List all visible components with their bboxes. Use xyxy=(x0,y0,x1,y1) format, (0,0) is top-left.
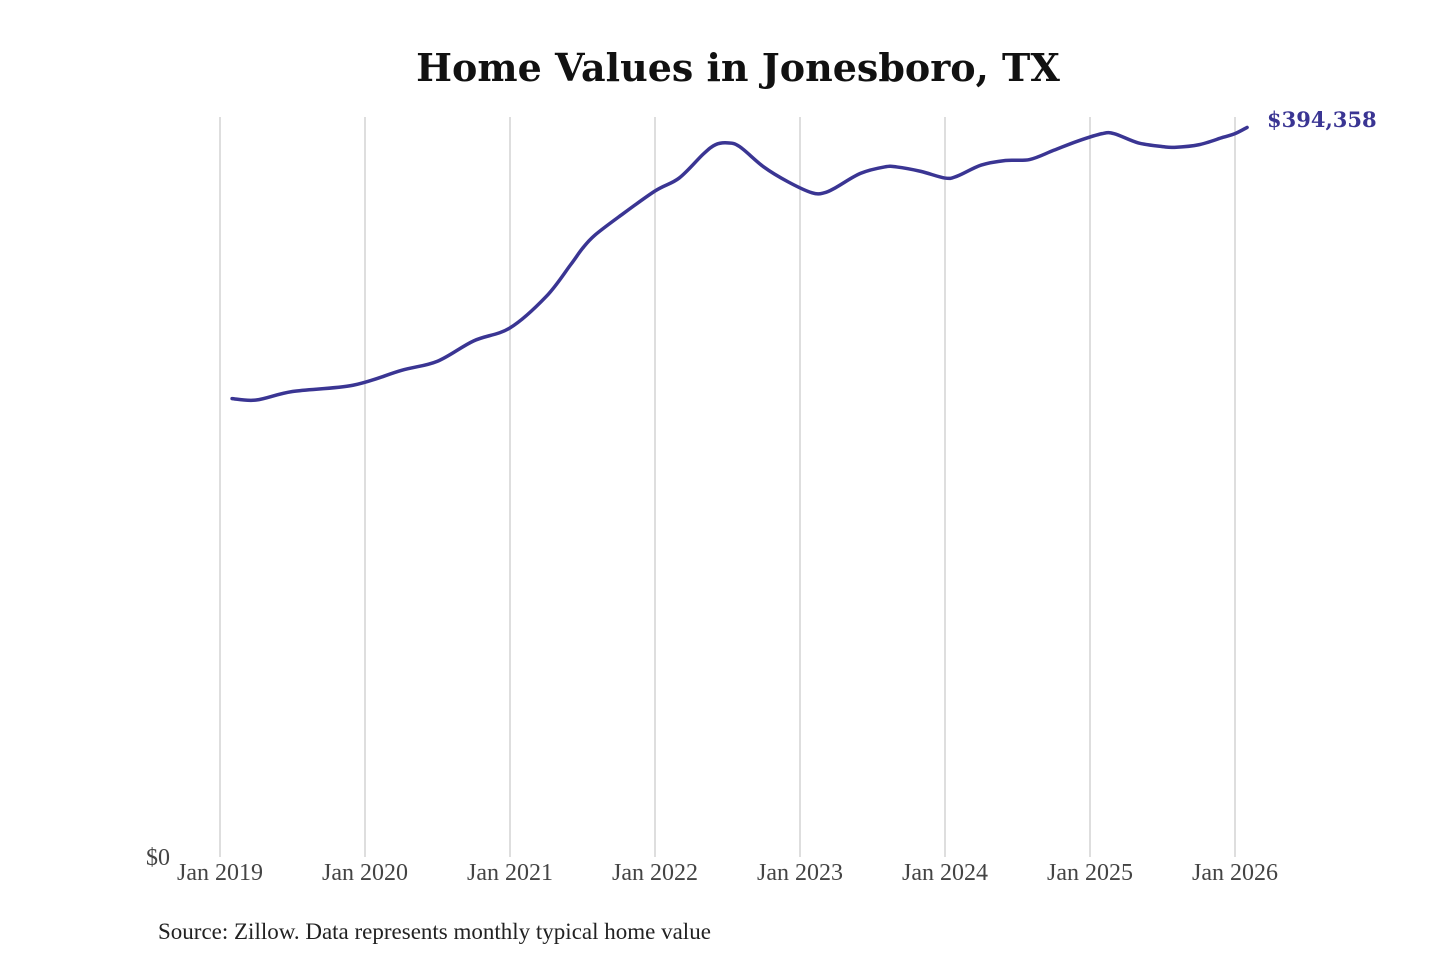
x-tick-label: Jan 2026 xyxy=(1192,860,1278,886)
home-value-line xyxy=(230,125,1249,403)
x-axis-ticks: Jan 2019 Jan 2020 Jan 2021 Jan 2022 Jan 2023… xyxy=(177,860,1278,886)
x-tick-label: Jan 2021 xyxy=(467,860,553,886)
x-tick-label: Jan 2024 xyxy=(902,860,988,886)
end-value-label: $394,358 xyxy=(1267,107,1377,132)
x-tick-label: Jan 2019 xyxy=(177,860,263,886)
source-note: Source: Zillow. Data represents monthly … xyxy=(158,919,711,944)
x-tick-label: Jan 2025 xyxy=(1047,860,1133,886)
x-tick-label: Jan 2020 xyxy=(322,860,408,886)
chart-title: Home Values in Jonesboro, TX xyxy=(416,45,1060,90)
gridlines xyxy=(219,117,1236,857)
x-tick-label: Jan 2022 xyxy=(612,860,698,886)
x-tick-label: Jan 2023 xyxy=(757,860,843,886)
y-tick-label-0: $0 xyxy=(146,845,170,871)
